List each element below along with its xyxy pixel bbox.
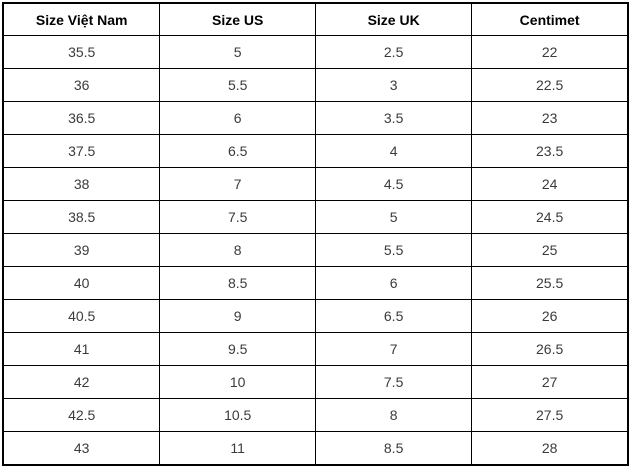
table-row: 39 8 5.5 25 — [2, 232, 629, 267]
table-row: 38.5 7.5 5 24.5 — [2, 199, 629, 234]
table-cell: 7.5 — [159, 199, 316, 234]
table-cell: 8.5 — [314, 430, 473, 466]
table-cell: 4.5 — [314, 166, 473, 201]
header-size-us: Size US — [159, 2, 316, 36]
table-cell: 8 — [314, 397, 473, 432]
header-size-uk: Size UK — [314, 2, 473, 36]
table-cell: 40 — [2, 265, 161, 300]
table-cell: 7.5 — [314, 364, 473, 399]
table-cell: 23 — [471, 100, 629, 135]
table-cell: 24 — [471, 166, 629, 201]
table-cell: 2.5 — [314, 35, 473, 69]
table-cell: 3 — [314, 67, 473, 102]
table-cell: 6.5 — [314, 298, 473, 333]
table-head: Size Việt Nam Size US Size UK Centimet — [2, 2, 629, 36]
table-row: 42 10 7.5 27 — [2, 364, 629, 399]
size-conversion-table: Size Việt Nam Size US Size UK Centimet 3… — [2, 2, 629, 466]
table-row: 36.5 6 3.5 23 — [2, 100, 629, 135]
table-cell: 35.5 — [2, 35, 161, 69]
table-cell: 25.5 — [471, 265, 629, 300]
table-cell: 7 — [314, 331, 473, 366]
header-centimet: Centimet — [471, 2, 629, 36]
table-cell: 9 — [159, 298, 316, 333]
table-cell: 36.5 — [2, 100, 161, 135]
table-cell: 10 — [159, 364, 316, 399]
table-cell: 5.5 — [159, 67, 316, 102]
table-cell: 24.5 — [471, 199, 629, 234]
table-row: 43 11 8.5 28 — [2, 430, 629, 466]
table-cell: 6 — [159, 100, 316, 135]
table-cell: 5 — [314, 199, 473, 234]
table-cell: 9.5 — [159, 331, 316, 366]
table-cell: 6.5 — [159, 133, 316, 168]
table-row: 42.5 10.5 8 27.5 — [2, 397, 629, 432]
table-cell: 11 — [159, 430, 316, 466]
table-cell: 41 — [2, 331, 161, 366]
table-cell: 27.5 — [471, 397, 629, 432]
table-row: 40 8.5 6 25.5 — [2, 265, 629, 300]
table-cell: 3.5 — [314, 100, 473, 135]
table-cell: 39 — [2, 232, 161, 267]
table-cell: 23.5 — [471, 133, 629, 168]
table-cell: 22 — [471, 35, 629, 69]
table-cell: 5.5 — [314, 232, 473, 267]
table-cell: 7 — [159, 166, 316, 201]
table-cell: 43 — [2, 430, 161, 466]
table-cell: 8.5 — [159, 265, 316, 300]
table-cell: 6 — [314, 265, 473, 300]
table-row: 36 5.5 3 22.5 — [2, 67, 629, 102]
table-cell: 42 — [2, 364, 161, 399]
table-cell: 25 — [471, 232, 629, 267]
table-row: 40.5 9 6.5 26 — [2, 298, 629, 333]
table-row: 35.5 5 2.5 22 — [2, 35, 629, 69]
table-cell: 42.5 — [2, 397, 161, 432]
table-cell: 40.5 — [2, 298, 161, 333]
table-body: 35.5 5 2.5 22 36 5.5 3 22.5 36.5 6 3.5 23 37.5 6.5 4 23… — [2, 35, 629, 466]
table-row: 41 9.5 7 26.5 — [2, 331, 629, 366]
table-cell: 26.5 — [471, 331, 629, 366]
table-cell: 5 — [159, 35, 316, 69]
table-row: 37.5 6.5 4 23.5 — [2, 133, 629, 168]
header-size-vietnam: Size Việt Nam — [2, 2, 161, 36]
table-cell: 22.5 — [471, 67, 629, 102]
table-cell: 10.5 — [159, 397, 316, 432]
table-cell: 37.5 — [2, 133, 161, 168]
header-row: Size Việt Nam Size US Size UK Centimet — [2, 2, 629, 36]
table-cell: 8 — [159, 232, 316, 267]
table-cell: 26 — [471, 298, 629, 333]
table-cell: 38 — [2, 166, 161, 201]
table-cell: 4 — [314, 133, 473, 168]
table-row: 38 7 4.5 24 — [2, 166, 629, 201]
table-cell: 36 — [2, 67, 161, 102]
table-cell: 27 — [471, 364, 629, 399]
table-cell: 28 — [471, 430, 629, 466]
table-cell: 38.5 — [2, 199, 161, 234]
